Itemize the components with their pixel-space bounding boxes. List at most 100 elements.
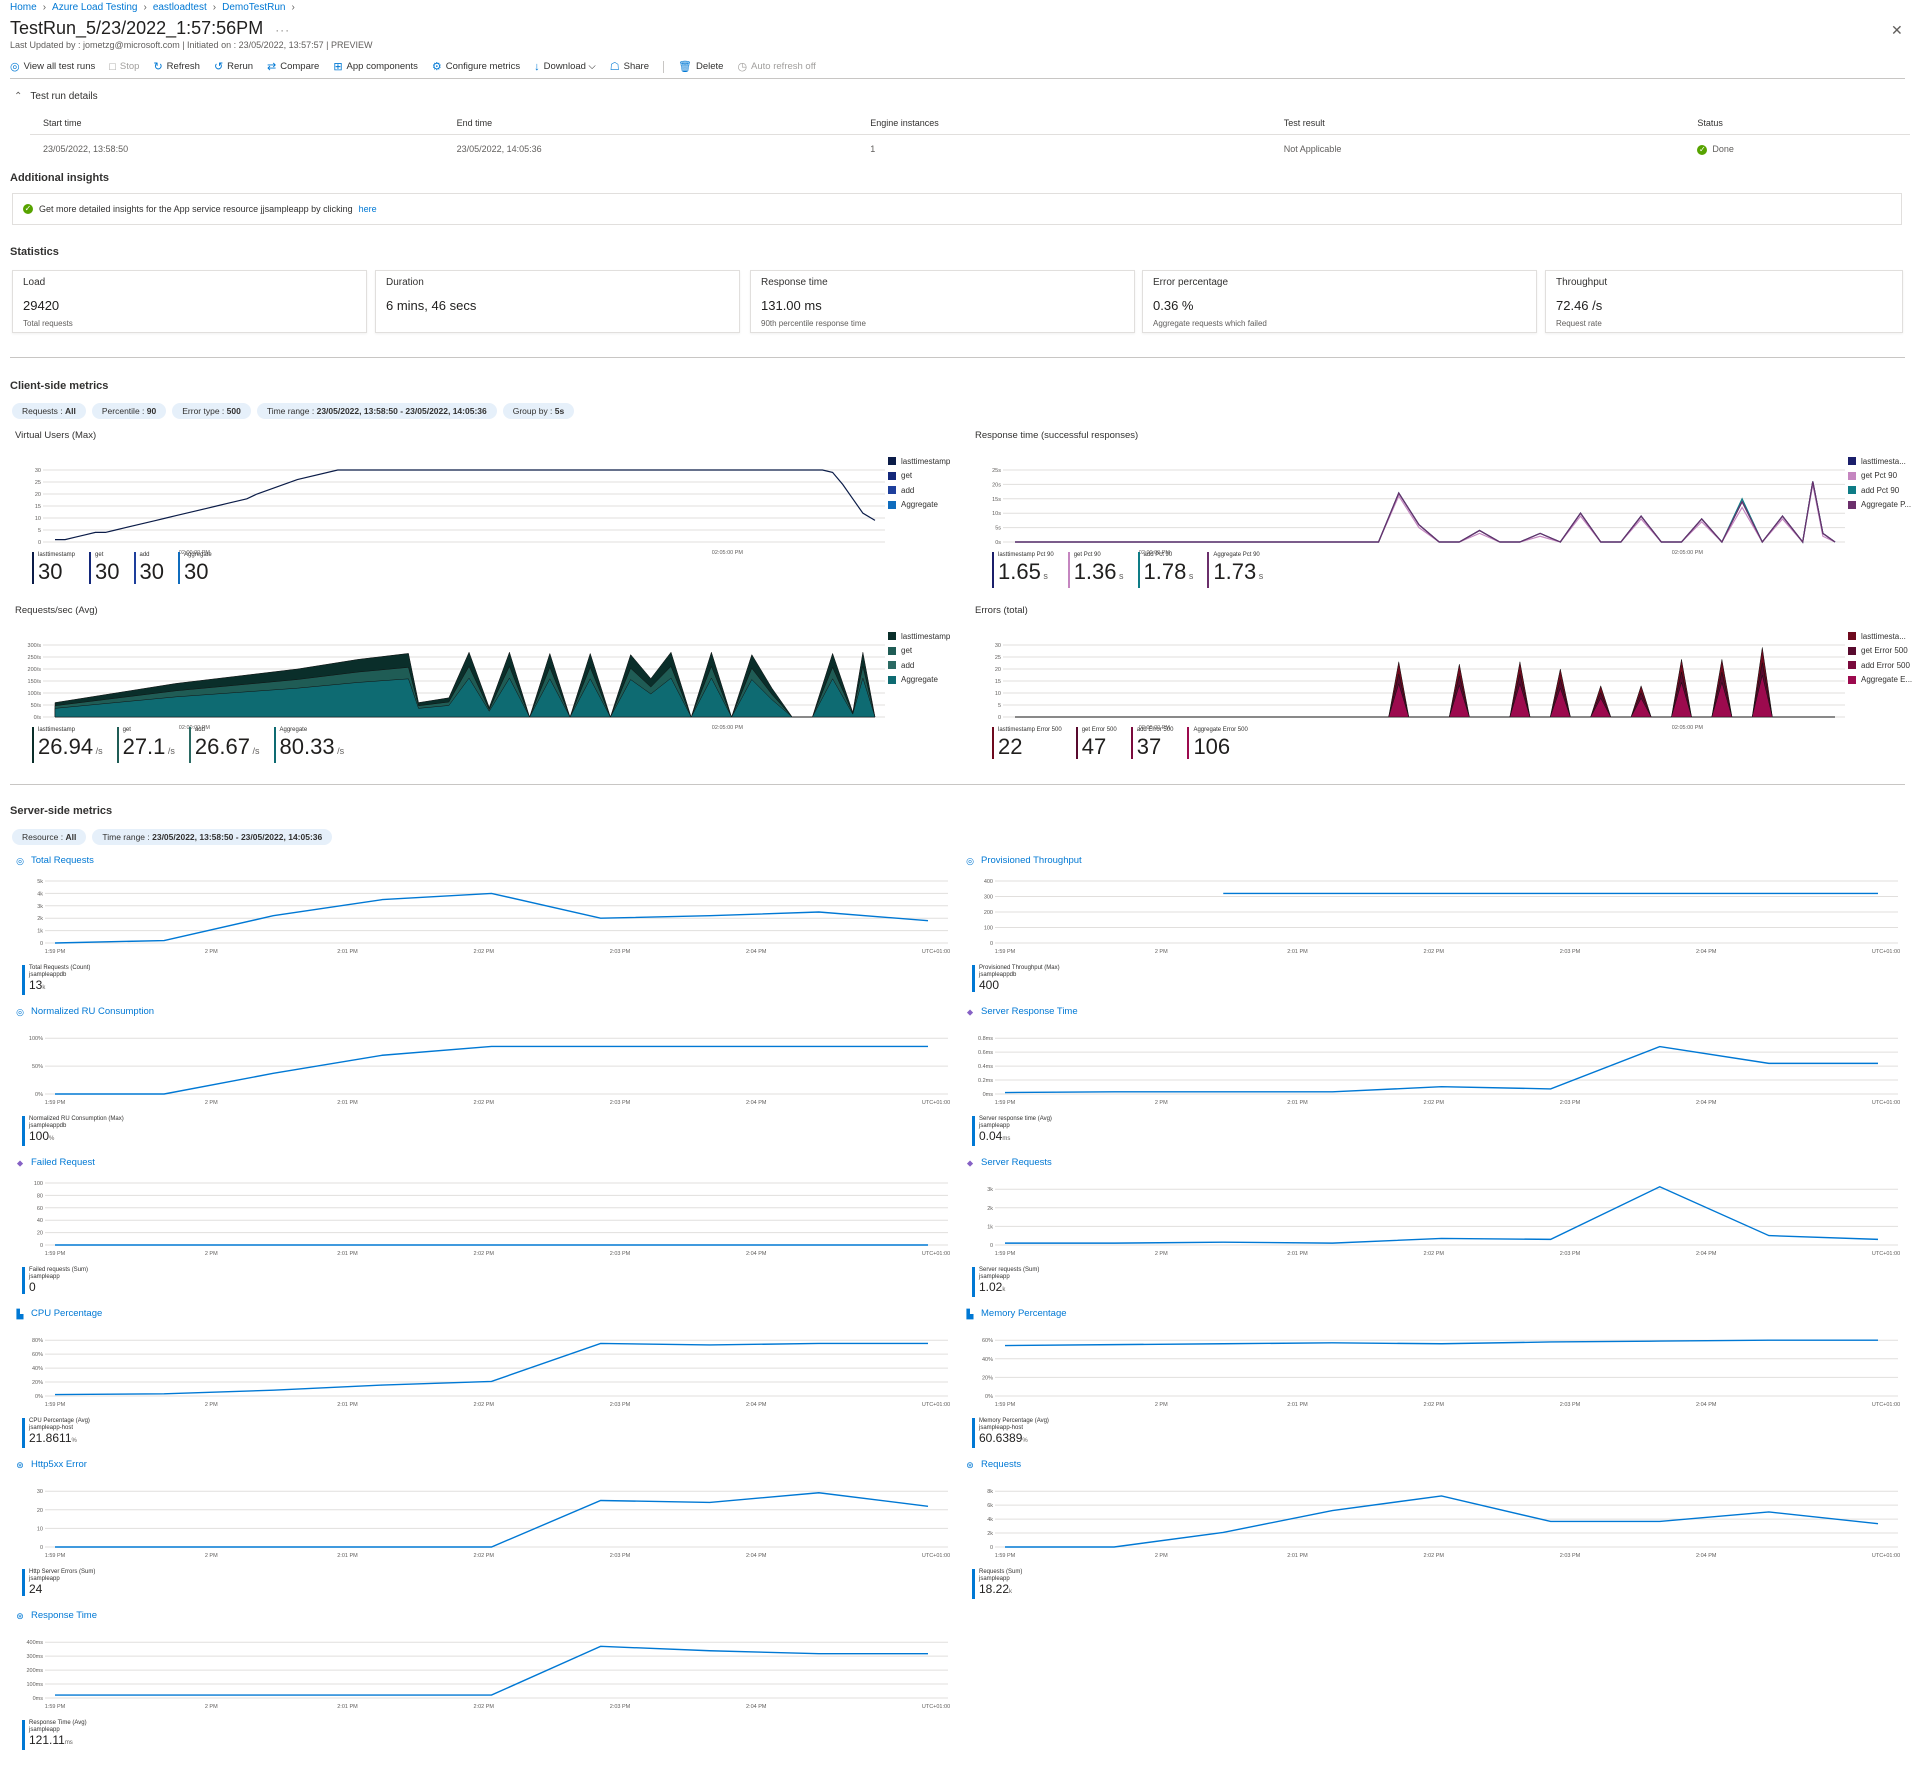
legend-item[interactable]: lasttimesta... <box>1848 629 1912 644</box>
server-chart: ⊛ Http5xx Error 0 10 20 30 1:59 PM 2 PM 2:01 PM 2… <box>15 1459 955 1607</box>
summary-number: 100 <box>29 1129 50 1143</box>
server-chart-title[interactable]: ◎ Total Requests <box>15 855 94 866</box>
server-chart-title[interactable]: ▙ Memory Percentage <box>965 1308 1067 1319</box>
chart-legend: lasttimesta... get Pct 90 add Pct 90 Aggreg… <box>1848 454 1911 512</box>
toolbar-label: Auto refresh off <box>751 61 816 72</box>
delete-icon: 🗑 <box>678 61 692 73</box>
legend-item[interactable]: add <box>888 658 950 673</box>
toolbar-label: Stop <box>119 61 140 72</box>
server-filter-pill[interactable]: Resource : All <box>12 829 87 845</box>
insight-link[interactable]: here <box>358 204 377 214</box>
legend-item[interactable]: Aggregate P... <box>1848 498 1911 513</box>
server-chart-title[interactable]: ⊛ Http5xx Error <box>15 1459 87 1470</box>
x-tick-label: 02:00:00 PM <box>1139 725 1171 731</box>
y-tick-label: 8k <box>987 1489 993 1495</box>
server-chart-title[interactable]: ⊛ Requests <box>965 1459 1021 1470</box>
toolbar-refresh-button[interactable]: ↻ Refresh <box>153 60 199 73</box>
legend-item[interactable]: Aggregate E... <box>1848 673 1912 688</box>
toolbar-view-all-test-runs-button[interactable]: ◎ View all test runs <box>10 60 95 73</box>
legend-item[interactable]: get Pct 90 <box>1848 469 1911 484</box>
test-run-details-toggle[interactable]: ⌃ Test run details <box>14 91 98 102</box>
summary-metric-name: Memory Percentage (Avg) <box>979 1418 1049 1424</box>
legend-label: Aggregate <box>901 675 938 685</box>
server-chart-summary: Response Time (Avg) jsampleapp 121.11ms <box>22 1720 87 1750</box>
y-tick-label: 100 <box>984 926 993 932</box>
more-options-icon[interactable]: ··· <box>275 23 291 37</box>
legend-item[interactable]: add Error 500 <box>1848 658 1912 673</box>
x-tick-label: 2:02 PM <box>474 1402 495 1408</box>
toolbar-download-button[interactable]: ↓ Download ⌵ <box>534 60 596 73</box>
chart-svg: 0 10 20 30 1:59 PM 2 PM 2:01 PM 2:02 PM 2:03 PM 2… <box>37 1489 950 1559</box>
y-tick-label: 300/s <box>28 643 42 649</box>
server-chart-title[interactable]: ⬥ Failed Request <box>15 1157 95 1168</box>
toolbar-label: Delete <box>695 61 724 72</box>
x-tick-label: 2:02 PM <box>1424 1100 1445 1106</box>
legend-swatch <box>888 632 896 641</box>
y-tick-label: 80 <box>37 1193 43 1199</box>
breadcrumb-resource[interactable]: eastloadtest <box>152 2 207 13</box>
summary-label: get Error 500 <box>1081 727 1117 733</box>
y-tick-label: 0.6ms <box>978 1050 993 1056</box>
close-icon[interactable]: ✕ <box>1891 22 1903 38</box>
y-tick-label: 60% <box>32 1352 43 1358</box>
toolbar-auto-refresh-off-button[interactable]: ◷ Auto refresh off <box>737 60 815 73</box>
legend-item[interactable]: add Pct 90 <box>1848 483 1911 498</box>
page-subtitle: Last Updated by : jometzg@microsoft.com … <box>10 40 373 50</box>
client-filter-pill[interactable]: Error type : 500 <box>172 403 251 419</box>
y-tick-label: 3k <box>987 1187 993 1193</box>
summary-unit: % <box>1022 1438 1028 1444</box>
client-filter-pill[interactable]: Time range : 23/05/2022, 13:58:50 - 23/0… <box>256 403 497 419</box>
legend-item[interactable]: get <box>888 644 950 659</box>
y-tick-label: 15 <box>35 504 41 510</box>
server-chart-title[interactable]: ▙ CPU Percentage <box>15 1308 103 1319</box>
toolbar-delete-button[interactable]: 🗑 Delete <box>678 60 723 73</box>
server-chart-title[interactable]: ◎ Provisioned Throughput <box>965 855 1082 866</box>
additional-insights-heading: Additional insights <box>10 172 109 184</box>
legend-item[interactable]: add <box>888 483 950 498</box>
y-tick-label: 25 <box>35 480 41 486</box>
y-tick-label: 20s <box>992 482 1001 488</box>
header-status: Status <box>1684 112 1910 135</box>
check-circle-icon: ✓ <box>23 204 33 214</box>
stat-card-duration: Duration 6 mins, 46 secs <box>375 270 740 333</box>
server-filter-pill[interactable]: Time range : 23/05/2022, 13:58:50 - 23/0… <box>92 829 333 845</box>
breadcrumb-home[interactable]: Home <box>10 2 37 13</box>
client-filter-pill[interactable]: Group by : 5s <box>502 403 575 419</box>
summary-label: Aggregate Error 500 <box>1193 727 1248 733</box>
x-tick-label: 2:03 PM <box>1560 1100 1581 1106</box>
y-tick-label: 300 <box>984 895 993 901</box>
legend-item[interactable]: lasttimestamp <box>888 454 950 469</box>
page-title-text: TestRun_5/23/2022_1:57:56PM <box>10 18 264 38</box>
legend-item[interactable]: get <box>888 469 950 484</box>
summary-value: 0.04ms <box>979 1130 1052 1146</box>
client-filter-pill[interactable]: Percentile : 90 <box>91 403 167 419</box>
server-chart-title[interactable]: ◎ Normalized RU Consumption <box>15 1006 154 1017</box>
legend-item[interactable]: get Error 500 <box>1848 644 1912 659</box>
legend-item[interactable]: lasttimestamp <box>888 629 950 644</box>
summary-metric-name: Provisioned Throughput (Max) <box>979 965 1060 971</box>
toolbar-stop-button[interactable]: □ Stop <box>109 60 139 73</box>
breadcrumb-azure-load-testing[interactable]: Azure Load Testing <box>52 2 138 13</box>
server-chart-title[interactable]: ⊛ Response Time <box>15 1610 97 1621</box>
toolbar-configure-metrics-button[interactable]: ⚙ Configure metrics <box>432 60 520 73</box>
server-chart-title[interactable]: ⬥ Server Response Time <box>965 1006 1078 1017</box>
x-tick-label: UTC+01:00 <box>922 1402 950 1408</box>
toolbar-app-components-button[interactable]: ⊞ App components <box>333 60 418 73</box>
y-tick-label: 30 <box>995 643 1001 649</box>
legend-item[interactable]: lasttimesta... <box>1848 454 1911 469</box>
server-chart-title[interactable]: ⬥ Server Requests <box>965 1157 1052 1168</box>
toolbar-compare-button[interactable]: ⇄ Compare <box>267 60 319 73</box>
legend-item[interactable]: Aggregate <box>888 498 950 513</box>
client-filter-pill[interactable]: Requests : All <box>12 403 86 419</box>
filter-value: All <box>65 406 76 416</box>
server-filter-pills: Resource : All Time range : 23/05/2022, 1… <box>12 829 333 845</box>
client-charts-left: Virtual Users (Max) 0 5 10 15 20 25 30 02:00:00 … <box>0 430 960 763</box>
summary-metric-name: CPU Percentage (Avg) <box>29 1418 90 1424</box>
chart-svg: 0% 20% 40% 60% 80% 1:59 PM 2 PM 2:01 PM 2:02 PM 2… <box>32 1338 950 1408</box>
legend-item[interactable]: Aggregate <box>888 673 950 688</box>
toolbar-share-button[interactable]: ☖ Share <box>610 60 649 73</box>
breadcrumb-test[interactable]: DemoTestRun <box>222 2 286 13</box>
x-tick-label: 1:59 PM <box>995 1100 1016 1106</box>
line-series <box>1005 1185 1879 1244</box>
toolbar-rerun-button[interactable]: ↺ Rerun <box>214 60 253 73</box>
